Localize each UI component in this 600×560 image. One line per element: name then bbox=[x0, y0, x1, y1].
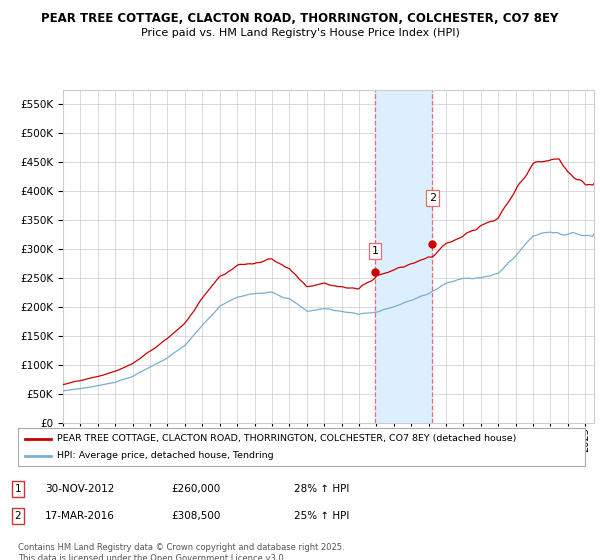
Text: 1: 1 bbox=[371, 246, 379, 256]
Text: 2: 2 bbox=[14, 511, 22, 521]
Text: 28% ↑ HPI: 28% ↑ HPI bbox=[294, 484, 349, 494]
Text: 1: 1 bbox=[14, 484, 22, 494]
Text: £308,500: £308,500 bbox=[171, 511, 220, 521]
Text: PEAR TREE COTTAGE, CLACTON ROAD, THORRINGTON, COLCHESTER, CO7 8EY (detached hous: PEAR TREE COTTAGE, CLACTON ROAD, THORRIN… bbox=[56, 434, 516, 443]
Text: PEAR TREE COTTAGE, CLACTON ROAD, THORRINGTON, COLCHESTER, CO7 8EY: PEAR TREE COTTAGE, CLACTON ROAD, THORRIN… bbox=[41, 12, 559, 25]
Text: 30-NOV-2012: 30-NOV-2012 bbox=[45, 484, 115, 494]
Text: HPI: Average price, detached house, Tendring: HPI: Average price, detached house, Tend… bbox=[56, 451, 273, 460]
Text: £260,000: £260,000 bbox=[171, 484, 220, 494]
Text: 25% ↑ HPI: 25% ↑ HPI bbox=[294, 511, 349, 521]
Bar bbox=[375, 90, 432, 423]
Text: 17-MAR-2016: 17-MAR-2016 bbox=[45, 511, 115, 521]
Text: 2: 2 bbox=[428, 193, 436, 203]
Text: Contains HM Land Registry data © Crown copyright and database right 2025.
This d: Contains HM Land Registry data © Crown c… bbox=[18, 543, 344, 560]
Text: Price paid vs. HM Land Registry's House Price Index (HPI): Price paid vs. HM Land Registry's House … bbox=[140, 28, 460, 38]
